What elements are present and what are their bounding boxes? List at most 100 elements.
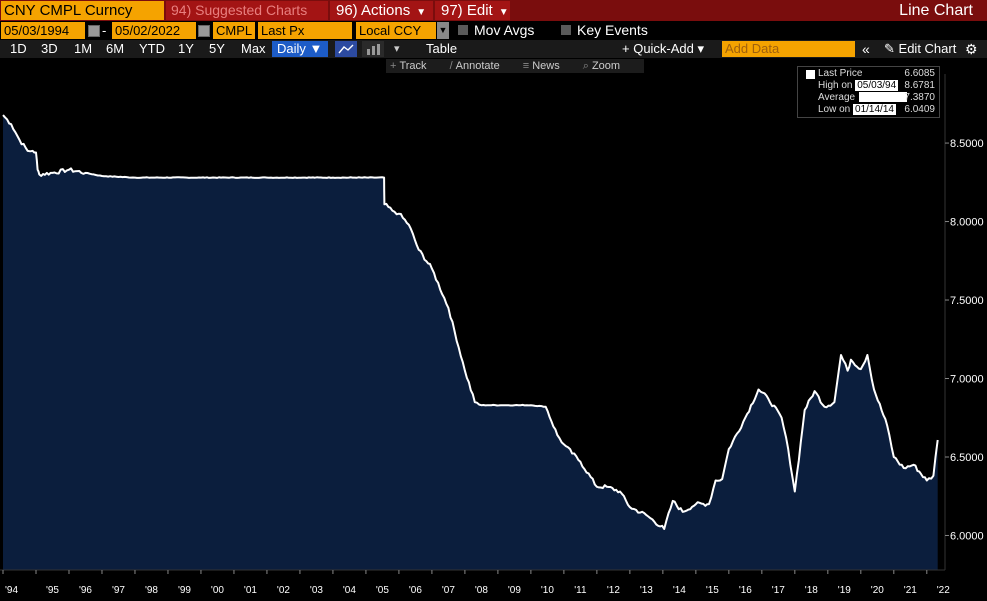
edit-menu[interactable]: 97) Edit ▼ [435, 1, 510, 20]
y-tick-label: 6.5000 [950, 452, 984, 464]
gear-icon[interactable]: ⚙ [965, 41, 978, 57]
x-tick-label: '99 [178, 585, 191, 596]
series-swatch [806, 70, 815, 79]
x-tick-label: '19 [838, 585, 851, 596]
quick-add-button[interactable]: + Quick-Add ▾ [622, 41, 705, 56]
legend-avg-value: 7.3870 [904, 92, 935, 103]
end-date-input[interactable]: 05/02/2022 [112, 22, 196, 39]
price-area-fill [3, 115, 938, 570]
period-5y-button[interactable]: 5Y [209, 41, 225, 56]
x-tick-label: '17 [772, 585, 785, 596]
chart-tools: + Track / Annotate ≡ News ⌕ Zoom [386, 59, 645, 73]
x-tick-label: '05 [376, 585, 389, 596]
period-3d-button[interactable]: 3D [41, 41, 58, 56]
legend-last-label: Last Price [818, 68, 863, 79]
track-tool[interactable]: + Track [390, 60, 437, 72]
legend-high: High on 05/03/94 [818, 80, 899, 92]
pencil-icon: ✎ [884, 41, 895, 56]
x-tick-label: '13 [640, 585, 653, 596]
legend-last-value: 6.6085 [904, 68, 935, 79]
x-tick-label: '06 [409, 585, 422, 596]
news-icon: ≡ [522, 60, 530, 72]
currency-select[interactable]: Local CCY [356, 22, 436, 39]
period-max-button[interactable]: Max [241, 41, 266, 56]
period-6m-button[interactable]: 6M [106, 41, 125, 56]
edit-chart-label: Edit Chart [898, 41, 957, 56]
y-tick-label: 8.0000 [950, 217, 984, 229]
annotate-label: Annotate [455, 60, 500, 72]
x-tick-label: '14 [673, 585, 686, 596]
x-tick-label: '98 [145, 585, 158, 596]
x-tick-label: '07 [442, 585, 455, 596]
x-tick-label: '16 [739, 585, 752, 596]
x-axis: '94 '95 '96 '97 '98 '99 '00 '01 '02 '03 '04 '05 '06 '… [2, 570, 950, 596]
add-data-input[interactable]: Add Data [722, 41, 855, 57]
legend-high-value: 8.6781 [904, 80, 935, 91]
x-tick-label: '18 [805, 585, 818, 596]
x-tick-label: '11 [574, 585, 587, 596]
actions-label: 96) Actions [336, 2, 411, 19]
period-toolbar: 1D 3D 1M 6M YTD 1Y 5Y Max Daily ▼ ▾ Tabl… [0, 40, 987, 58]
date-separator: - [102, 23, 107, 38]
bar-chart-glyph [367, 44, 380, 55]
period-1d-button[interactable]: 1D [10, 41, 27, 56]
x-tick-label: '94 [5, 585, 18, 596]
edit-chart-button[interactable]: ✎ Edit Chart [884, 40, 956, 58]
actions-menu[interactable]: 96) Actions ▼ [330, 1, 433, 20]
news-tool[interactable]: ≡ News [523, 60, 570, 72]
pencil-icon: / [449, 60, 453, 72]
calendar-icon[interactable] [198, 25, 210, 37]
period-1y-button[interactable]: 1Y [178, 41, 194, 56]
x-tick-label: '10 [541, 585, 554, 596]
bar-chart-icon[interactable] [362, 41, 384, 57]
magnifier-icon: ⌕ [582, 60, 589, 72]
key-events-checkbox[interactable] [561, 25, 571, 35]
x-tick-label: '21 [904, 585, 917, 596]
legend-avg-label: Average [818, 92, 856, 103]
y-tick-label: 6.0000 [950, 530, 984, 542]
source-field[interactable]: CMPL [213, 22, 255, 39]
x-tick-label: '00 [211, 585, 224, 596]
period-ytd-button[interactable]: YTD [139, 41, 165, 56]
currency-dropdown-icon[interactable]: ▼ [437, 22, 449, 39]
legend-low-date: 01/14/14 [853, 104, 896, 115]
x-tick-label: '02 [277, 585, 290, 596]
caret-down-icon: ▼ [498, 7, 509, 18]
x-tick-label: '12 [607, 585, 620, 596]
ticker-field[interactable]: CNY CMPL Curncy [1, 1, 164, 20]
legend-low: Low on 01/14/14 [818, 104, 896, 116]
chart-style-dropdown-icon[interactable]: ▾ [394, 43, 400, 55]
x-tick-label: '95 [46, 585, 59, 596]
period-1m-button[interactable]: 1M [74, 41, 93, 56]
crosshair-icon: + [390, 60, 397, 72]
legend-average: Average [818, 92, 908, 104]
caret-down-icon: ▼ [416, 7, 427, 18]
collapse-icon[interactable]: « [862, 41, 870, 57]
price-chart[interactable]: 6.0000 6.5000 7.0000 7.5000 8.0000 8.5000 '94… [0, 74, 987, 601]
x-tick-label: '96 [79, 585, 92, 596]
table-button[interactable]: Table [426, 41, 458, 56]
x-tick-label: '97 [112, 585, 125, 596]
legend-high-prefix: High on [818, 80, 853, 91]
frequency-select[interactable]: Daily ▼ [272, 41, 328, 57]
x-tick-label: '03 [310, 585, 323, 596]
suggested-charts-menu[interactable]: 94) Suggested Charts [166, 1, 328, 20]
line-chart-icon[interactable] [335, 41, 357, 57]
title-bar: CNY CMPL Curncy 94) Suggested Charts 96)… [0, 0, 987, 21]
zoom-tool[interactable]: ⌕ Zoom [583, 60, 630, 72]
y-tick-label: 7.0000 [950, 374, 984, 386]
mov-avgs-label: Mov Avgs [474, 22, 535, 38]
chart-type-title: Line Chart [899, 2, 973, 19]
chart-legend: Last Price 6.6085 High on 05/03/94 8.678… [797, 66, 940, 118]
x-tick-label: '15 [706, 585, 719, 596]
x-tick-label: '01 [244, 585, 257, 596]
mov-avgs-checkbox[interactable] [458, 25, 468, 35]
x-tick-label: '22 [937, 585, 950, 596]
price-field-select[interactable]: Last Px [258, 22, 352, 39]
start-date-input[interactable]: 05/03/1994 [1, 22, 85, 39]
annotate-tool[interactable]: / Annotate [450, 60, 510, 72]
news-label: News [532, 60, 560, 72]
calendar-icon[interactable] [88, 25, 100, 37]
line-chart-glyph [338, 44, 354, 54]
x-tick-label: '08 [475, 585, 488, 596]
